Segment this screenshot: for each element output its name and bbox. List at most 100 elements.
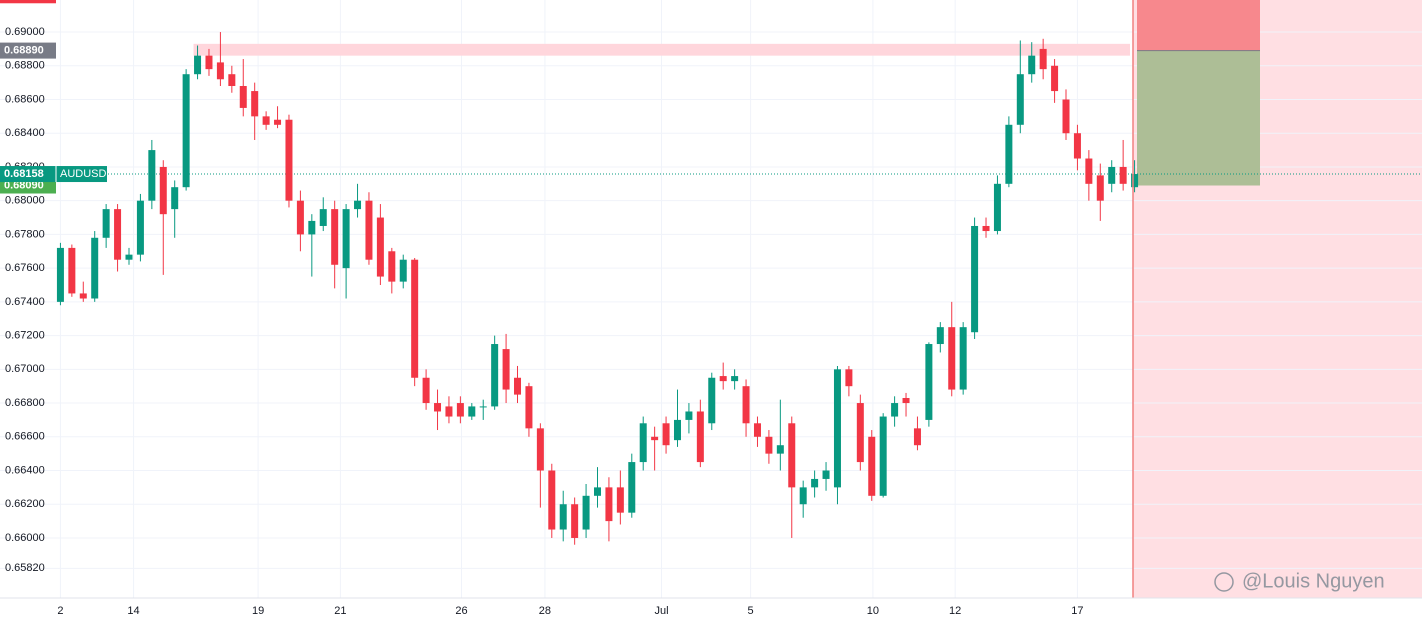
candle-body [571,504,579,538]
candle-body [79,293,87,299]
candle-body [925,344,933,420]
y-tick-label: 0.67600 [5,262,45,274]
candle-body [959,327,967,390]
candle-body [434,403,442,412]
candle-body [993,183,1001,232]
candle-body [1051,65,1059,92]
candle-body [319,209,327,226]
candle-body [285,119,293,201]
candle-body [548,470,556,530]
candle-body [525,386,533,429]
candle-body [354,200,362,210]
target-box [1137,50,1260,186]
candle-body [936,327,944,345]
x-tick-label: 2 [57,605,63,617]
candle-body [331,209,339,265]
candle-body [502,349,510,390]
candle-body [1039,48,1047,70]
candle-body [765,436,773,454]
candle-body [91,237,99,299]
y-tick-label: 0.67200 [5,330,45,342]
candle-body [799,487,807,505]
candle-body [891,403,899,417]
candle-body [296,200,304,235]
watermark: @Louis Nguyen [1214,570,1385,592]
x-tick-label: 5 [748,605,754,617]
candle-body [753,423,761,437]
candle-body [628,462,636,513]
candle-body [422,377,430,404]
price-tag: 0.69218 [0,0,56,4]
x-tick-label: 26 [455,605,467,617]
candle-body [342,209,350,269]
candle-body [468,406,476,417]
candle-body [536,428,544,471]
candle-body [616,487,624,513]
candle-body [479,406,487,408]
candle-body [456,403,464,417]
candle-body [1085,158,1093,184]
y-tick-label: 0.65820 [5,562,45,574]
resistance-zone [193,43,1130,56]
candle-body [685,411,693,420]
y-tick-label: 0.67800 [5,228,45,240]
candle-body [742,386,750,424]
x-tick-label: 14 [127,605,139,617]
price-tag-box [0,42,56,59]
candle-body [376,217,384,277]
x-tick-label: 21 [334,605,346,617]
y-tick-label: 0.66000 [5,532,45,544]
candle-body [56,247,64,302]
candle-body [411,259,419,378]
candle-body [399,259,407,282]
candle-body [148,150,156,201]
y-tick-label: 0.66800 [5,397,45,409]
candle-body [114,209,122,260]
candle-body [1028,55,1036,75]
candle-body [1131,174,1139,188]
candle-body [262,116,270,125]
price-tag-label: 0.69218 [4,0,44,1]
y-tick-label: 0.69000 [5,26,45,38]
candle-body [102,209,110,238]
x-tick-label: 17 [1071,605,1083,617]
candle-body [582,495,590,530]
y-tick-label: 0.67400 [5,296,45,308]
candle-body [388,251,396,282]
candle-body [868,436,876,496]
candle-body [776,445,784,454]
candle-body [982,225,990,232]
candle-body [833,369,841,488]
candle-body [856,403,864,463]
candle-body [662,423,670,446]
candle-body [125,254,133,260]
price-tag: 0.68890 [0,42,56,59]
y-tick-label: 0.66600 [5,431,45,443]
candle-body [228,74,236,87]
last-price-tag: 0.68158 AUDUSD [0,166,107,183]
candle-body [845,369,853,387]
candle-body [559,504,567,530]
y-tick-label: 0.66400 [5,464,45,476]
candle-body [171,187,179,210]
x-tick-label: 28 [539,605,551,617]
price-tag-box [0,0,56,4]
candle-body [731,376,739,382]
x-tick-label: 12 [949,605,961,617]
candle-body [68,247,76,294]
candle-body [708,377,716,424]
candle-body [902,397,910,404]
candle-body [673,419,681,441]
x-tick-label: 19 [252,605,264,617]
candle-body [205,55,213,70]
symbol-label: AUDUSD [60,168,107,180]
candle-body [811,478,819,488]
candle-body [913,428,921,446]
price-tag-label: 0.68090 [4,179,44,191]
candle-body [822,470,830,479]
overlay [0,0,1422,186]
watermark-text: @Louis Nguyen [1242,570,1385,592]
labels: 0.65820 0.66000 0.66200 0.66400 0.66600 0.668… [0,0,1084,617]
candle-body [491,344,499,407]
last-price-box [0,166,107,183]
